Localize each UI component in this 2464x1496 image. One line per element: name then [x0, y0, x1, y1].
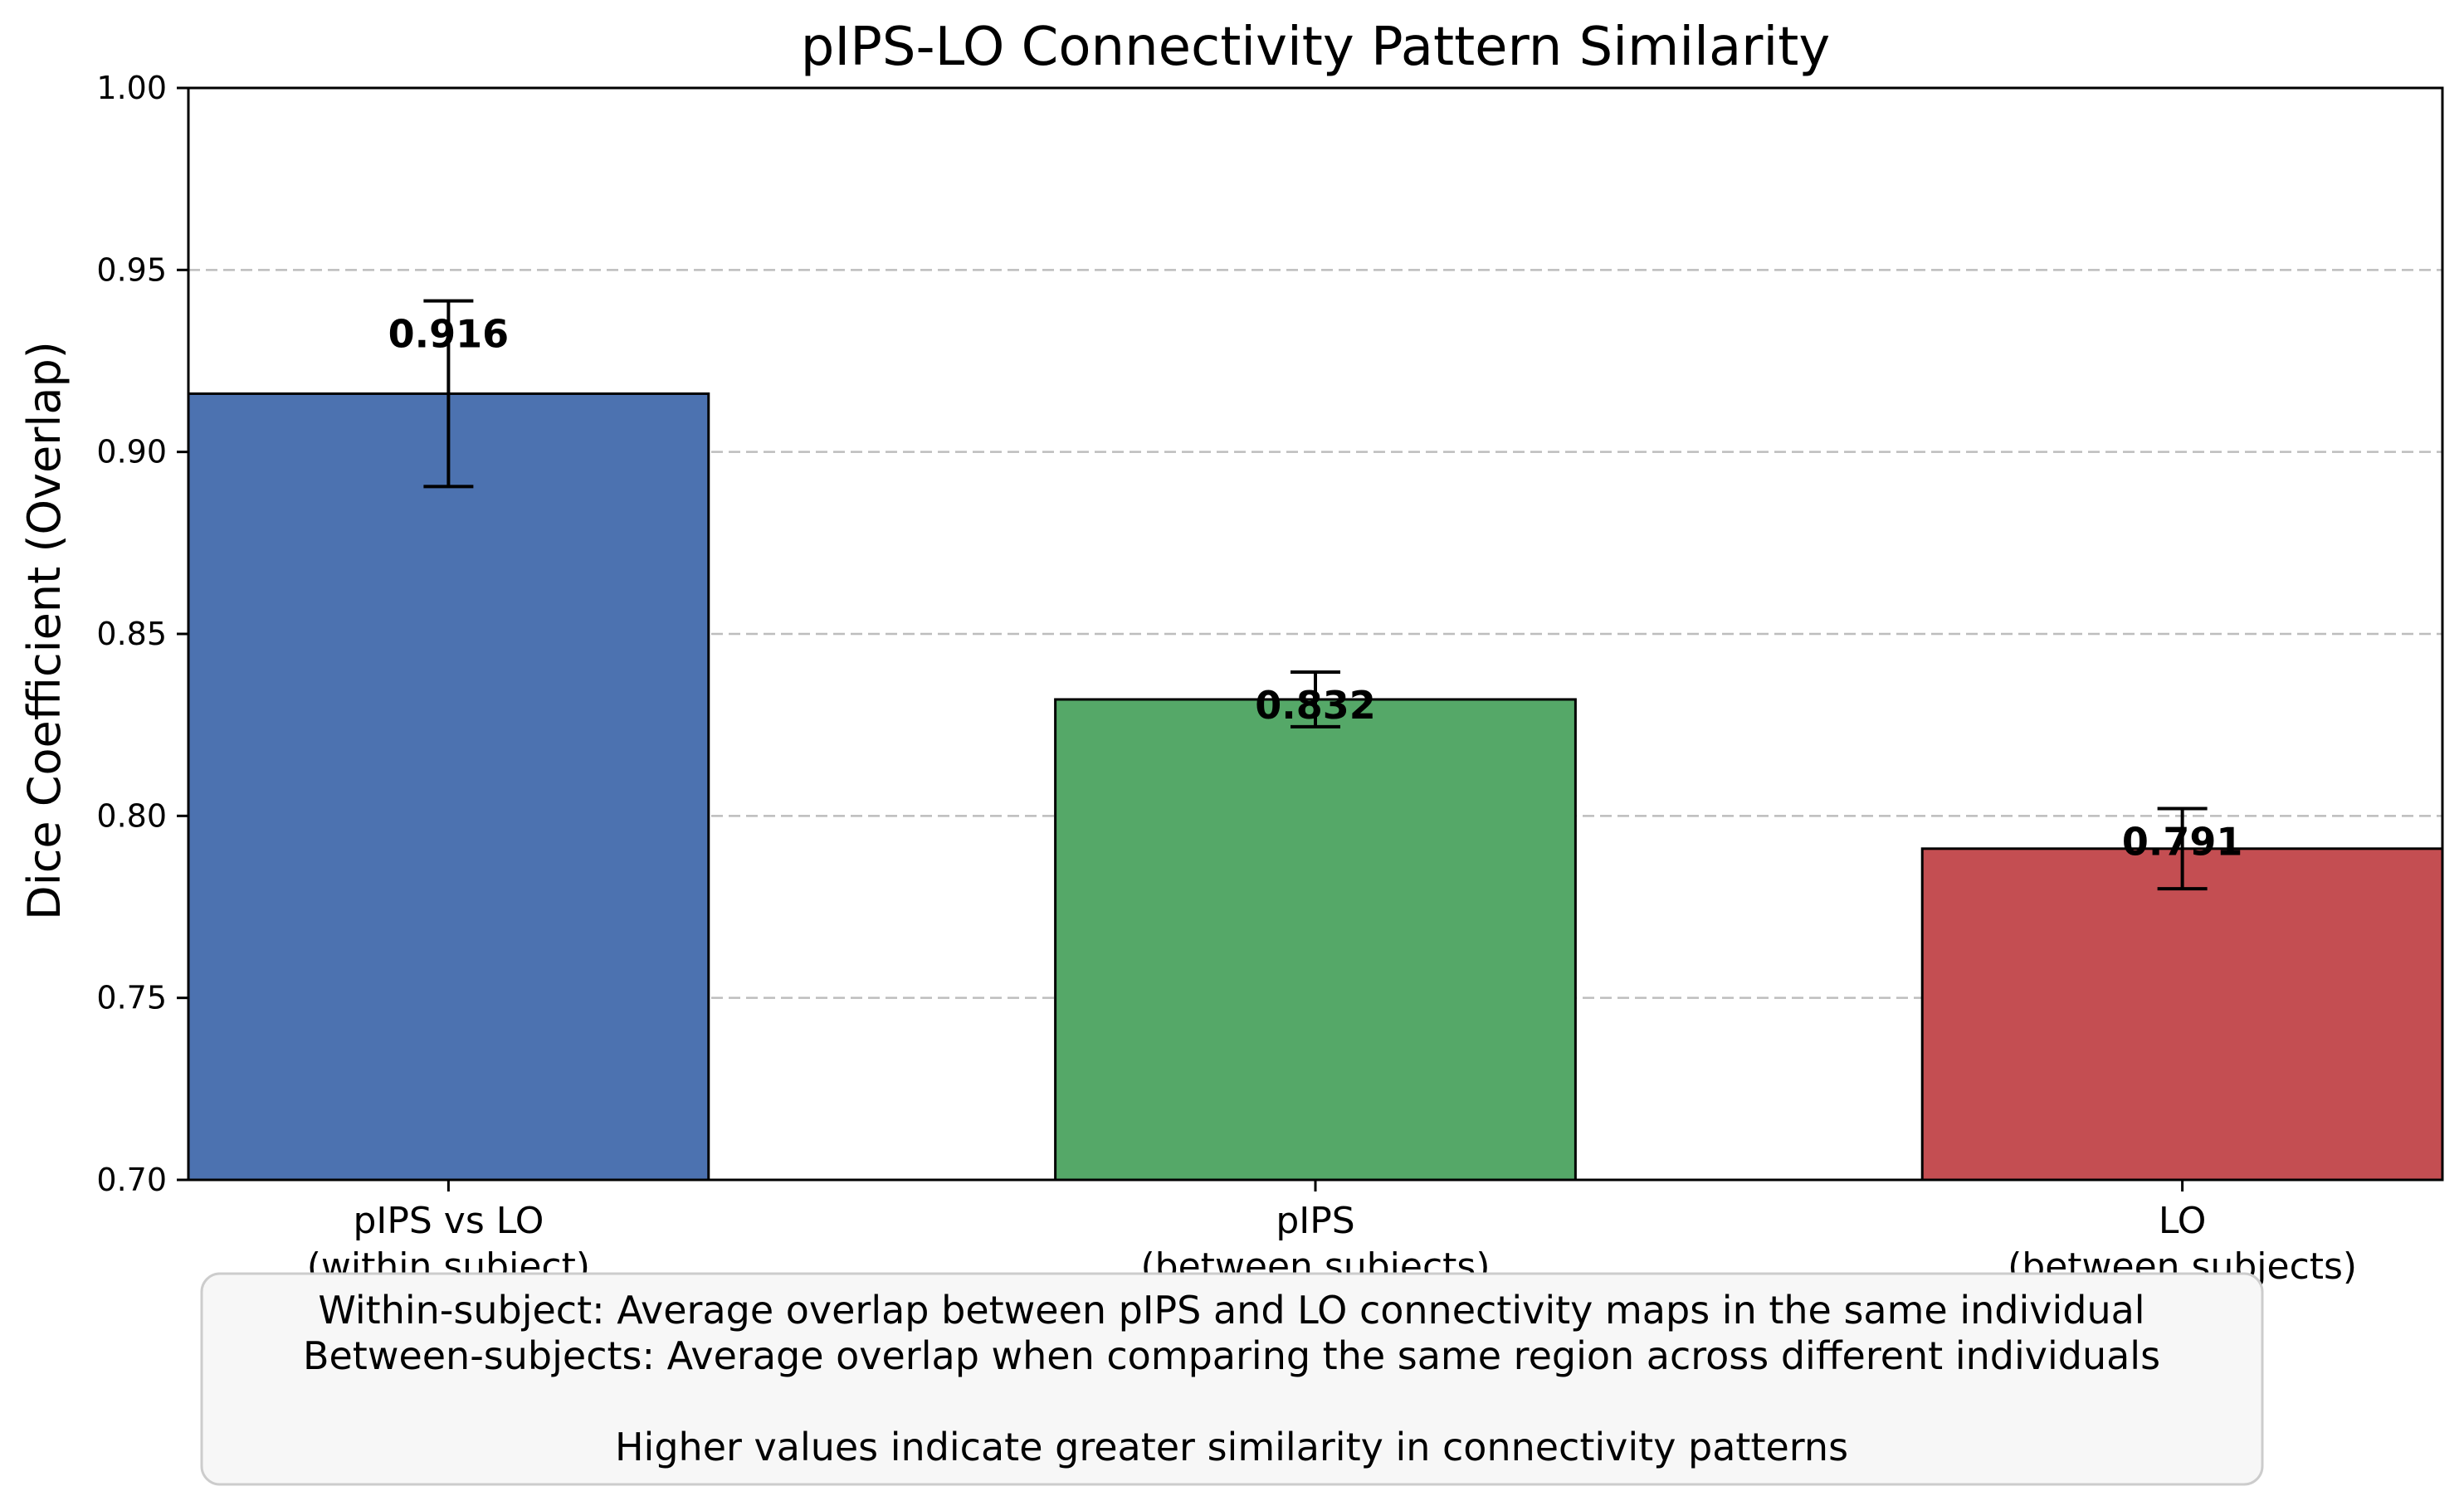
x-tick-label: pIPS [1276, 1200, 1354, 1242]
bars [187, 392, 2444, 1182]
chart-title: pIPS-LO Connectivity Pattern Similarity [801, 17, 1830, 78]
x-tick-label: LO [2159, 1200, 2207, 1242]
y-tick-label: 0.80 [96, 797, 167, 834]
value-label: 0.832 [1255, 683, 1376, 728]
error-bars [423, 299, 2208, 891]
bar [1054, 698, 1577, 1182]
y-axis-label: Dice Coefficient (Overlap) [18, 341, 71, 920]
y-tick-label: 0.85 [96, 616, 167, 652]
value-label: 0.916 [388, 312, 510, 357]
annotation-box-background [200, 1272, 2264, 1486]
annotation-line: Within-subject: Average overlap between … [318, 1288, 2144, 1333]
y-tick-label: 0.70 [96, 1162, 167, 1198]
annotation-line: Between-subjects: Average overlap when c… [303, 1333, 2160, 1378]
y-axis-ticks: 0.70 0.75 0.80 0.85 0.90 0.95 1.00 [96, 70, 188, 1198]
bar [1920, 847, 2444, 1182]
x-axis-ticks: pIPS vs LO(within subject)pIPS(between s… [307, 1180, 2357, 1288]
y-tick-label: 1.00 [96, 70, 167, 106]
annotation-line: Higher values indicate greater similarit… [615, 1425, 1848, 1469]
bar [187, 392, 710, 1182]
value-label: 0.791 [2122, 820, 2243, 865]
annotation-box: Within-subject: Average overlap between … [200, 1272, 2264, 1486]
y-tick-label: 0.90 [96, 434, 167, 470]
x-tick-label: pIPS vs LO [353, 1200, 544, 1242]
value-labels: 0.916 0.832 0.791 [388, 312, 2243, 865]
y-tick-label: 0.75 [96, 980, 167, 1016]
y-tick-label: 0.95 [96, 251, 167, 288]
